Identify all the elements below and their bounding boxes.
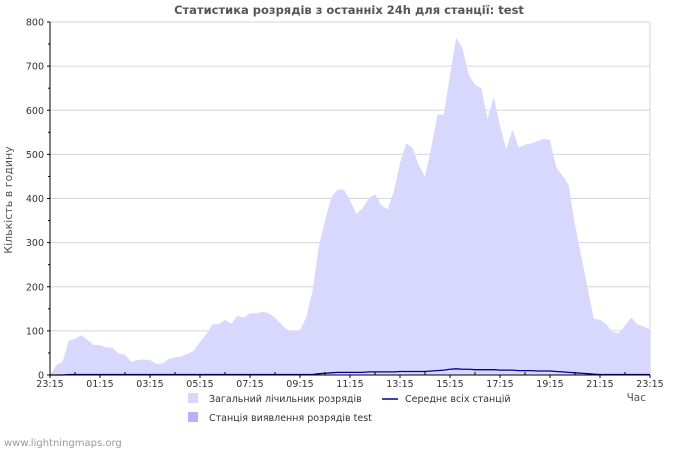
chart-legend: Загальний лічильник розрядів Середнє всіх…: [188, 393, 511, 424]
legend-label: Станція виявлення розрядів test: [209, 413, 372, 424]
x-axis-label: Час: [627, 392, 647, 404]
x-tick-label: 21:15: [586, 379, 613, 390]
legend-swatch-box: [188, 412, 198, 422]
y-tick-label: 600: [26, 106, 44, 117]
footer-source: www.lightningmaps.org: [4, 438, 122, 449]
y-tick-label: 700: [26, 62, 44, 73]
x-tick-label: 19:15: [536, 379, 563, 390]
axes: [47, 21, 651, 378]
y-axis-label: Кількість в годину: [2, 146, 15, 254]
x-tick-label: 13:15: [386, 379, 413, 390]
x-tick-label: 23:15: [36, 379, 63, 390]
x-tick-label: 01:15: [86, 379, 113, 390]
y-tick-label: 400: [26, 194, 44, 205]
y-tick-label: 500: [26, 150, 44, 161]
y-tick-labels: 0 100 200 300 400 500 600 700 800: [26, 18, 44, 382]
y-tick-label: 200: [26, 282, 44, 293]
legend-label: Середнє всіх станцій: [405, 394, 511, 405]
y-tick-label: 300: [26, 238, 44, 249]
x-tick-label: 11:15: [336, 379, 363, 390]
y-tick-label: 0: [38, 371, 44, 382]
area-series-0: [50, 37, 650, 375]
x-tick-labels: 23:15 01:15 03:15 05:15 07:15 09:15 11:15 13:15…: [36, 379, 663, 390]
y-tick-label: 800: [26, 18, 44, 29]
area-series: [50, 37, 650, 375]
legend-swatch-box: [188, 393, 198, 403]
x-tick-label: 23:15: [636, 379, 663, 390]
x-tick-label: 05:15: [186, 379, 213, 390]
y-tick-label: 100: [26, 326, 44, 337]
x-tick-label: 07:15: [236, 379, 263, 390]
x-tick-label: 15:15: [436, 379, 463, 390]
x-tick-label: 17:15: [486, 379, 513, 390]
x-tick-label: 09:15: [286, 379, 313, 390]
x-tick-label: 03:15: [136, 379, 163, 390]
chart-title: Статистика розрядів з останніх 24h для с…: [174, 3, 524, 17]
legend-label: Загальний лічильник розрядів: [209, 394, 362, 405]
